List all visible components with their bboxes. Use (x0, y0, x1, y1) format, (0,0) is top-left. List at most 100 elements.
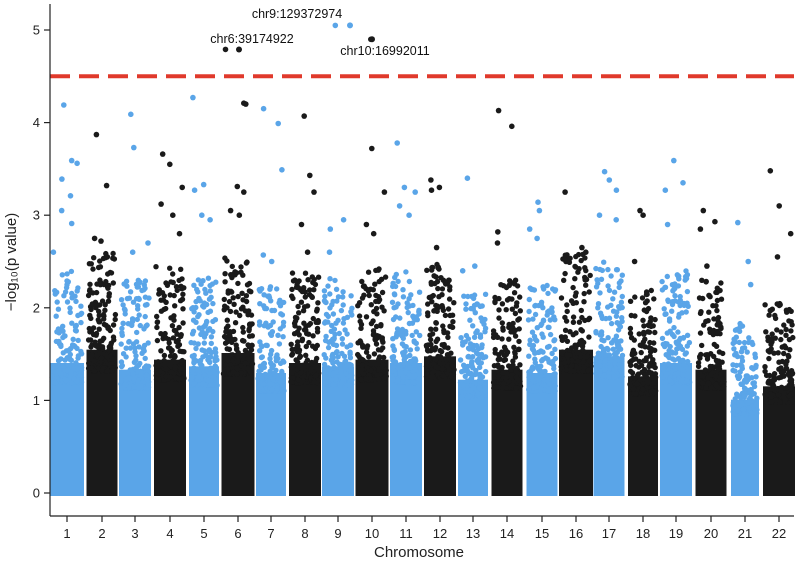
data-point (301, 373, 307, 380)
data-point (110, 322, 117, 328)
data-point (99, 298, 106, 304)
data-point (78, 351, 85, 357)
data-point (547, 317, 553, 323)
data-point (677, 302, 683, 309)
data-point (734, 353, 741, 360)
data-point (697, 355, 703, 361)
data-point (593, 265, 599, 272)
data-point (503, 347, 509, 353)
data-point (340, 289, 346, 295)
data-point (141, 326, 147, 332)
peak-point (406, 212, 412, 218)
data-point (434, 336, 441, 342)
data-point (450, 319, 456, 325)
data-point (457, 357, 464, 363)
peak-point (74, 160, 80, 167)
data-point (645, 329, 651, 335)
data-point (205, 309, 211, 316)
data-point (640, 386, 646, 393)
data-point (119, 325, 125, 332)
data-point (576, 319, 583, 325)
data-point (305, 277, 311, 283)
data-point (598, 276, 605, 282)
data-point (222, 279, 228, 285)
data-point (341, 353, 348, 359)
x-tick-label: 13 (466, 526, 480, 541)
data-point (172, 303, 178, 309)
data-point (430, 292, 436, 299)
data-point (288, 364, 294, 370)
data-point (382, 274, 389, 280)
data-point (605, 373, 612, 380)
data-point (119, 330, 125, 336)
data-point (395, 377, 401, 384)
data-point (210, 318, 216, 325)
data-point (410, 379, 416, 386)
peak-point (776, 203, 782, 209)
data-point (502, 357, 509, 363)
data-point (424, 370, 430, 377)
y-tick-label: 0 (33, 486, 40, 501)
data-point (359, 342, 366, 349)
data-point (190, 317, 197, 323)
data-point (391, 291, 398, 297)
data-point (536, 349, 542, 355)
peak-point (735, 219, 741, 226)
data-point (445, 306, 452, 312)
data-point (652, 364, 658, 371)
data-point (373, 335, 379, 341)
data-point (296, 325, 302, 331)
peak-point (170, 212, 176, 218)
data-point (142, 278, 149, 284)
data-point (75, 285, 81, 291)
data-point (382, 369, 388, 375)
data-point (614, 320, 620, 326)
peak-point (159, 151, 166, 157)
data-point (296, 310, 302, 316)
data-point (684, 288, 691, 295)
data-point (277, 360, 284, 367)
data-point (672, 293, 678, 299)
data-point (776, 302, 782, 309)
data-point (496, 352, 502, 358)
data-point (390, 283, 396, 290)
data-point (788, 377, 795, 383)
data-point (144, 372, 150, 378)
data-point (606, 352, 613, 358)
data-point (71, 376, 77, 382)
data-point (634, 372, 640, 379)
data-point (266, 294, 273, 301)
peak-point (131, 144, 137, 151)
data-point (462, 373, 468, 379)
data-point (675, 370, 681, 377)
peak-point (103, 182, 110, 189)
data-point (665, 298, 671, 305)
data-point (549, 350, 555, 357)
data-point (552, 346, 558, 352)
data-point (763, 329, 769, 335)
data-point (294, 366, 300, 373)
data-point (365, 288, 372, 294)
axes (49, 4, 794, 517)
data-point (477, 364, 483, 371)
data-point (359, 366, 365, 372)
data-point (478, 360, 484, 366)
data-point (593, 360, 599, 366)
data-point (443, 357, 450, 363)
data-point (379, 289, 386, 296)
data-point (196, 373, 202, 380)
data-point (275, 332, 281, 338)
data-point (740, 406, 747, 413)
data-point (226, 298, 233, 305)
data-point (526, 308, 532, 315)
data-point (440, 307, 447, 314)
data-point (424, 267, 430, 273)
data-point (279, 371, 286, 378)
data-point (739, 358, 746, 364)
data-point (506, 296, 513, 302)
data-point (358, 325, 364, 331)
data-point (207, 282, 213, 289)
hit-annotation-label: chr6:39174922 (210, 32, 293, 46)
data-point (106, 347, 112, 353)
data-point (627, 368, 634, 374)
